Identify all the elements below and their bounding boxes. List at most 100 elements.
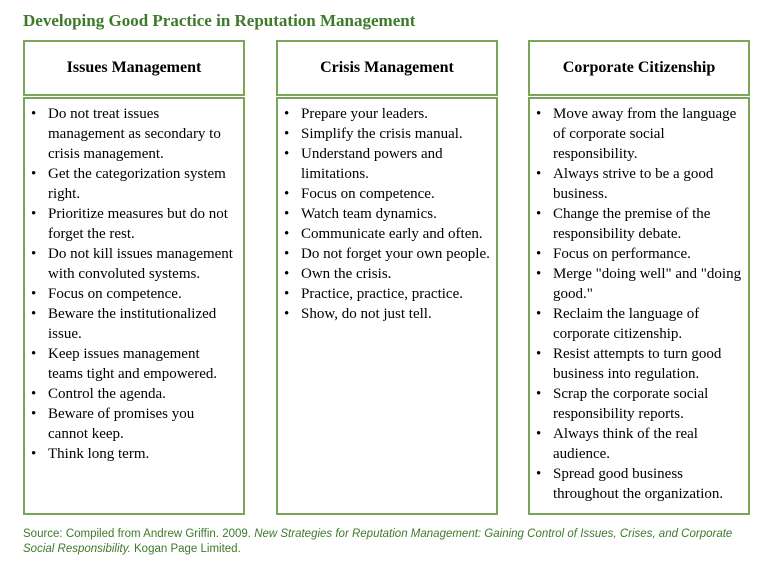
list-item-text: Focus on competence. — [48, 286, 182, 302]
bullet-icon: • — [31, 286, 37, 302]
list-item: • Merge "doing well" and "doing good." — [530, 264, 742, 304]
list-item: • Always strive to be a good business. — [530, 164, 742, 204]
column-body: • Move away from the language of corporat… — [528, 97, 750, 515]
bullet-icon: • — [536, 306, 542, 322]
bullet-icon: • — [31, 446, 37, 462]
bullet-icon: • — [536, 246, 542, 262]
bullet-icon: • — [284, 226, 290, 242]
list-item-text: Communicate early and often. — [301, 226, 483, 242]
bullet-icon: • — [284, 306, 290, 322]
list-item: • Do not treat issues management as secon… — [25, 104, 237, 164]
list-item: • Prioritize measures but do not forget t… — [25, 204, 237, 244]
bullet-icon: • — [31, 306, 37, 322]
list-item-text: Spread good business throughout the orga… — [553, 466, 724, 502]
source-prefix: Source: Compiled from Andrew Griffin. 20… — [23, 528, 255, 540]
source-suffix: Kogan Page Limited. — [130, 543, 241, 555]
list-item: • Show, do not just tell. — [278, 304, 490, 324]
list-item: • Focus on competence. — [278, 184, 490, 204]
list-item-text: Do not treat issues management as second… — [48, 106, 221, 162]
list-item-text: Own the crisis. — [301, 266, 392, 282]
bullet-icon: • — [284, 186, 290, 202]
list-item-text: Watch team dynamics. — [301, 206, 437, 222]
list-item-text: Move away from the language of corporate… — [553, 106, 737, 162]
bullet-icon: • — [31, 206, 37, 222]
bullet-icon: • — [536, 386, 542, 402]
bullet-icon: • — [536, 346, 542, 362]
bullet-icon: • — [31, 246, 37, 262]
list-item-text: Get the categorization system right. — [48, 166, 226, 202]
list-item: • Reclaim the language of corporate citiz… — [530, 304, 742, 344]
list-item: • Do not forget your own people. — [278, 244, 490, 264]
bullet-icon: • — [536, 206, 542, 222]
list-item: • Think long term. — [25, 444, 237, 464]
bullet-icon: • — [31, 346, 37, 362]
list-item-text: Scrap the corporate social responsibilit… — [553, 386, 709, 422]
bullet-icon: • — [31, 106, 37, 122]
list-item-text: Beware the institutionalized issue. — [48, 306, 217, 342]
list-item: • Scrap the corporate social responsibili… — [530, 384, 742, 424]
column-heading: Issues Management — [23, 40, 245, 96]
bullet-icon: • — [284, 146, 290, 162]
column-body: • Prepare your leaders. • Simplify the cris… — [276, 97, 498, 515]
list-item-text: Focus on performance. — [553, 246, 691, 262]
bullet-icon: • — [536, 466, 542, 482]
list-item-text: Always think of the real audience. — [553, 426, 698, 462]
list-item: • Simplify the crisis manual. — [278, 124, 490, 144]
column-issues-management: Issues Management • Do not treat issues m… — [23, 40, 245, 515]
bullet-list: • Prepare your leaders. • Simplify the cris… — [278, 104, 490, 324]
list-item-text: Think long term. — [48, 446, 150, 462]
list-item: • Practice, practice, practice. — [278, 284, 490, 304]
list-item-text: Practice, practice, practice. — [301, 286, 463, 302]
column-heading: Crisis Management — [276, 40, 498, 96]
source-book-title: New Strategies for Reputation Management… — [23, 528, 733, 555]
list-item: • Beware of promises you cannot keep. — [25, 404, 237, 444]
list-item-text: Reclaim the language of corporate citize… — [553, 306, 700, 342]
list-item: • Watch team dynamics. — [278, 204, 490, 224]
list-item: • Understand powers and limitations. — [278, 144, 490, 184]
list-item: • Prepare your leaders. — [278, 104, 490, 124]
list-item: • Own the crisis. — [278, 264, 490, 284]
list-item-text: Keep issues management teams tight and e… — [48, 346, 218, 382]
list-item-text: Prepare your leaders. — [301, 106, 429, 122]
list-item-text: Understand powers and limitations. — [301, 146, 443, 182]
list-item: • Beware the institutionalized issue. — [25, 304, 237, 344]
list-item-text: Beware of promises you cannot keep. — [48, 406, 195, 442]
list-item: • Move away from the language of corporat… — [530, 104, 742, 164]
list-item: • Communicate early and often. — [278, 224, 490, 244]
list-item-text: Merge "doing well" and "doing good." — [553, 266, 742, 302]
source-citation: Source: Compiled from Andrew Griffin. 20… — [23, 527, 758, 557]
list-item-text: Show, do not just tell. — [301, 306, 432, 322]
bullet-list: • Move away from the language of corporat… — [530, 104, 742, 504]
bullet-icon: • — [31, 406, 37, 422]
list-item: • Get the categorization system right. — [25, 164, 237, 204]
list-item-text: Simplify the crisis manual. — [301, 126, 463, 142]
bullet-icon: • — [536, 106, 542, 122]
list-item: • Do not kill issues management with conv… — [25, 244, 237, 284]
bullet-icon: • — [31, 386, 37, 402]
list-item: • Always think of the real audience. — [530, 424, 742, 464]
list-item: • Resist attempts to turn good business i… — [530, 344, 742, 384]
column-corporate-citizenship: Corporate Citizenship • Move away from th… — [528, 40, 750, 515]
bullet-icon: • — [284, 206, 290, 222]
bullet-icon: • — [31, 166, 37, 182]
list-item: • Focus on competence. — [25, 284, 237, 304]
list-item-text: Focus on competence. — [301, 186, 435, 202]
column-crisis-management: Crisis Management • Prepare your leaders.… — [276, 40, 498, 515]
column-body: • Do not treat issues management as secon… — [23, 97, 245, 515]
bullet-icon: • — [536, 266, 542, 282]
column-heading: Corporate Citizenship — [528, 40, 750, 96]
list-item-text: Control the agenda. — [48, 386, 166, 402]
list-item: • Spread good business throughout the org… — [530, 464, 742, 504]
bullet-icon: • — [536, 426, 542, 442]
bullet-icon: • — [284, 266, 290, 282]
list-item-text: Do not forget your own people. — [301, 246, 490, 262]
list-item-text: Change the premise of the responsibility… — [553, 206, 711, 242]
bullet-icon: • — [284, 286, 290, 302]
list-item: • Change the premise of the responsibilit… — [530, 204, 742, 244]
bullet-icon: • — [284, 246, 290, 262]
list-item: • Keep issues management teams tight and … — [25, 344, 237, 384]
bullet-icon: • — [536, 166, 542, 182]
list-item-text: Prioritize measures but do not forget th… — [48, 206, 228, 242]
bullet-icon: • — [284, 126, 290, 142]
page-title: Developing Good Practice in Reputation M… — [23, 11, 416, 30]
